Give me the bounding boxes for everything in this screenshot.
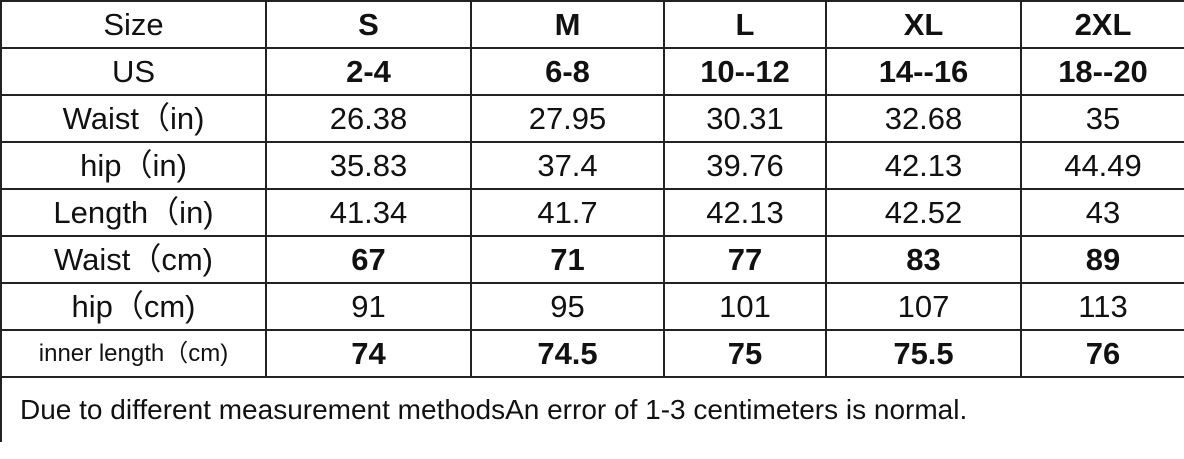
cell-value: 41.7 <box>470 188 665 237</box>
cell-value: 42.13 <box>663 188 827 237</box>
size-chart-table: Size S M L XL 2XL US 2-4 6-8 10--12 14--16 18… <box>0 0 1184 442</box>
size-l: L <box>663 0 827 49</box>
cell-value: 42.13 <box>825 141 1022 190</box>
table-row: US 2-4 6-8 10--12 14--16 18--20 <box>0 47 1184 96</box>
cell-value: 113 <box>1020 282 1184 331</box>
cell-value: 75.5 <box>825 329 1022 378</box>
cell-value: 39.76 <box>663 141 827 190</box>
header-row: Size S M L XL 2XL <box>0 0 1184 49</box>
size-xl: XL <box>825 0 1022 49</box>
cell-value: 37.4 <box>470 141 665 190</box>
note-row: Due to different measurement methodsAn e… <box>0 376 1184 442</box>
row-label: Waist（in) <box>0 94 267 143</box>
cell-value: 83 <box>825 235 1022 284</box>
cell-value: 44.49 <box>1020 141 1184 190</box>
cell-value: 35 <box>1020 94 1184 143</box>
cell-value: 76 <box>1020 329 1184 378</box>
cell-value: 67 <box>265 235 472 284</box>
size-2xl: 2XL <box>1020 0 1184 49</box>
cell-value: 101 <box>663 282 827 331</box>
cell-value: 71 <box>470 235 665 284</box>
table-row: hip（cm) 91 95 101 107 113 <box>0 282 1184 331</box>
cell-value: 27.95 <box>470 94 665 143</box>
cell-value: 18--20 <box>1020 47 1184 96</box>
cell-value: 30.31 <box>663 94 827 143</box>
cell-value: 42.52 <box>825 188 1022 237</box>
row-label: US <box>0 47 267 96</box>
size-s: S <box>265 0 472 49</box>
cell-value: 91 <box>265 282 472 331</box>
cell-value: 14--16 <box>825 47 1022 96</box>
table-row: Length（in) 41.34 41.7 42.13 42.52 43 <box>0 188 1184 237</box>
row-label: inner length（cm) <box>0 329 267 378</box>
row-label: Waist（cm) <box>0 235 267 284</box>
cell-value: 95 <box>470 282 665 331</box>
cell-value: 6-8 <box>470 47 665 96</box>
row-label: hip（cm) <box>0 282 267 331</box>
measurement-note: Due to different measurement methodsAn e… <box>0 376 1184 442</box>
row-label: hip（in) <box>0 141 267 190</box>
table-row: Waist（cm) 67 71 77 83 89 <box>0 235 1184 284</box>
cell-value: 74.5 <box>470 329 665 378</box>
size-m: M <box>470 0 665 49</box>
cell-value: 74 <box>265 329 472 378</box>
cell-value: 77 <box>663 235 827 284</box>
cell-value: 26.38 <box>265 94 472 143</box>
table-row: hip（in) 35.83 37.4 39.76 42.13 44.49 <box>0 141 1184 190</box>
header-label: Size <box>0 0 267 49</box>
cell-value: 10--12 <box>663 47 827 96</box>
cell-value: 41.34 <box>265 188 472 237</box>
cell-value: 107 <box>825 282 1022 331</box>
table-row: Waist（in) 26.38 27.95 30.31 32.68 35 <box>0 94 1184 143</box>
cell-value: 75 <box>663 329 827 378</box>
cell-value: 32.68 <box>825 94 1022 143</box>
cell-value: 43 <box>1020 188 1184 237</box>
table-row: inner length（cm) 74 74.5 75 75.5 76 <box>0 329 1184 378</box>
cell-value: 89 <box>1020 235 1184 284</box>
row-label: Length（in) <box>0 188 267 237</box>
cell-value: 35.83 <box>265 141 472 190</box>
cell-value: 2-4 <box>265 47 472 96</box>
